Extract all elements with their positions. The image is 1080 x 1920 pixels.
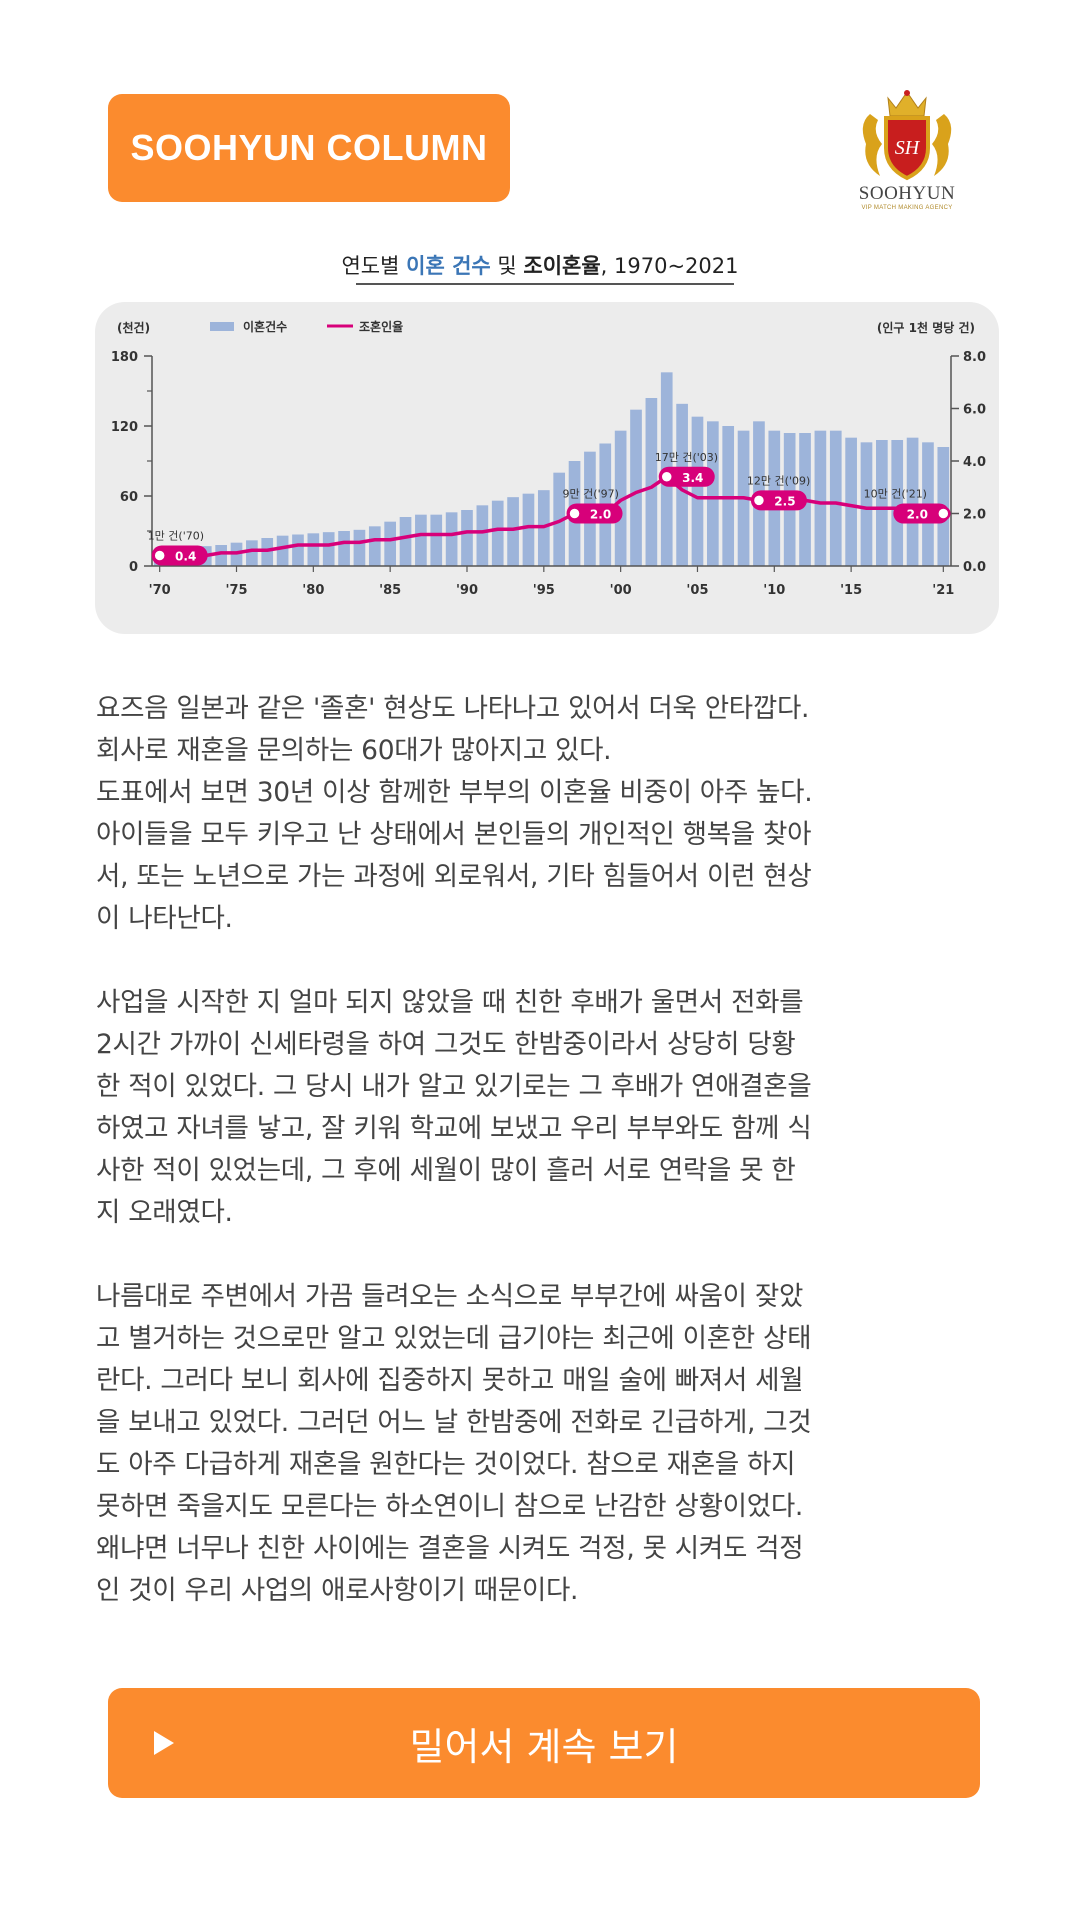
bar-2013 — [814, 430, 827, 566]
bar-1987 — [415, 514, 427, 566]
bar-1982 — [338, 531, 350, 566]
annotation-value-2021: 2.0 — [907, 508, 928, 522]
x-tick-label: '15 — [840, 583, 862, 598]
bar-1991 — [476, 505, 489, 566]
chart-title-strong: 조이혼율 — [523, 254, 601, 278]
y-left-tick-label: 120 — [111, 420, 138, 435]
bar-1984 — [368, 526, 381, 566]
left-axis-unit: (천건) — [117, 320, 150, 335]
bar-2017 — [876, 440, 888, 566]
annotation-pill-2003 — [658, 466, 715, 487]
annotation-value-1997: 2.0 — [590, 508, 611, 522]
bar-1985 — [384, 521, 397, 566]
legend-label-bar: 이혼건수 — [243, 319, 287, 334]
bar-1993 — [507, 497, 519, 566]
annotation-pill-2009 — [750, 490, 807, 511]
bar-1983 — [353, 529, 366, 566]
article-paragraph-1: 요즈음 일본과 같은 '졸혼' 현상도 나타나고 있어서 더욱 안타깝다. 회사… — [96, 693, 813, 934]
chart-title-accent: 이혼 건수 — [406, 254, 491, 278]
x-tick-label: '75 — [225, 583, 247, 598]
x-tick-label: '80 — [302, 583, 324, 598]
right-axis-unit: (인구 1천 명당 건) — [877, 320, 975, 335]
bar-1978 — [276, 535, 289, 566]
crest-icon: SH — [862, 90, 952, 181]
annotation-count-2021: 10만 건('21) — [864, 488, 927, 501]
article-paragraph-2: 사업을 시작한 지 얼마 되지 않았을 때 친한 후배가 울면서 전화를 2시간… — [96, 987, 812, 1228]
bar-2015 — [845, 437, 857, 566]
bar-2014 — [829, 430, 842, 566]
logo-tagline: VIP MATCH MAKING AGENCY — [861, 205, 953, 211]
annotation-pill-2021 — [893, 503, 950, 524]
annotation-value-2003: 3.4 — [682, 471, 703, 485]
article-paragraph-3: 나름대로 주변에서 가끔 들려오는 소식으로 부부간에 싸움이 잦았 고 별거하… — [96, 1281, 812, 1606]
legend-label-line: 조혼인율 — [359, 319, 403, 334]
divorce-chart: 0 60 120 180 0.0 2.0 4.0 6.0 8.0 '70 '75 '80 '85 '90 '… — [111, 319, 986, 598]
logo-monogram: SH — [895, 137, 921, 159]
x-tick-label: '21 — [932, 583, 954, 598]
bar-1974 — [215, 545, 227, 566]
y-left-tick-label: 180 — [111, 350, 138, 365]
annotation-pill-1970 — [151, 545, 208, 566]
bar-1996 — [553, 472, 566, 566]
legend-swatch-bar — [210, 322, 234, 331]
bar-1989 — [445, 512, 458, 566]
annotation-marker-1997 — [567, 506, 582, 521]
x-tick-label: '00 — [610, 583, 632, 598]
annotation-marker-2021 — [936, 506, 951, 521]
annotation-count-2003: 17만 건('03) — [655, 451, 718, 464]
annotation-value-2009: 2.5 — [774, 494, 795, 508]
annotation-marker-2009 — [751, 493, 767, 508]
annotation-marker-2003 — [659, 469, 674, 484]
annotation-count-1970: 1만 건('70) — [148, 530, 204, 543]
chart-title-underline — [356, 283, 734, 285]
bar-1994 — [522, 493, 535, 566]
y-right-tick-label: 2.0 — [963, 508, 986, 523]
chart-title-mid: 및 — [490, 254, 524, 278]
x-tick-label: '10 — [763, 583, 785, 598]
column-badge: SOOHYUN COLUMN — [108, 94, 510, 202]
bar-2005 — [691, 416, 704, 566]
bar-1992 — [491, 500, 504, 566]
x-tick-label: '95 — [533, 583, 555, 598]
bar-2000 — [614, 430, 627, 566]
play-icon — [154, 1731, 174, 1755]
bar-2019 — [906, 437, 919, 566]
y-right-tick-label: 8.0 — [963, 350, 986, 365]
y-right-tick-label: 0.0 — [963, 560, 986, 575]
chart-title-suffix: , 1970~2021 — [600, 254, 739, 278]
annotation-pill-1997 — [566, 503, 623, 524]
article-body: 요즈음 일본과 같은 '졸혼' 현상도 나타나고 있어서 더욱 안타깝다. 회사… — [96, 688, 986, 1654]
bar-2018 — [891, 440, 904, 566]
bar-1986 — [399, 517, 412, 566]
divorce-rate-line — [159, 475, 944, 558]
bar-1988 — [430, 514, 443, 566]
continue-reading-label: 밀어서 계속 보기 — [409, 1724, 679, 1769]
y-left-tick-label: 60 — [120, 490, 138, 505]
x-tick-label: '85 — [379, 583, 401, 598]
y-right-tick-label: 6.0 — [963, 403, 986, 418]
chart-title-prefix: 연도별 — [341, 254, 407, 278]
bar-2006 — [706, 421, 719, 566]
y-right-tick-label: 4.0 — [963, 455, 986, 470]
bar-1981 — [322, 532, 335, 566]
bar-2001 — [630, 409, 642, 566]
annotation-marker-1970 — [152, 548, 167, 563]
x-tick-label: '05 — [686, 583, 708, 598]
y-left-tick-label: 0 — [129, 560, 138, 575]
continue-reading-button[interactable]: 밀어서 계속 보기 — [108, 1688, 980, 1798]
bar-2016 — [860, 442, 873, 566]
x-tick-label: '70 — [149, 583, 171, 598]
annotation-count-2009: 12만 건('09) — [747, 474, 810, 487]
x-tick-label: '90 — [456, 583, 478, 598]
bar-1976 — [246, 540, 258, 566]
annotation-count-1997: 9만 건('97) — [563, 488, 619, 501]
bar-1990 — [461, 510, 473, 566]
soohyun-logo: SH — [852, 84, 962, 214]
logo-name: SOOHYUN — [858, 183, 956, 204]
chart-title: 연도별 이혼 건수 및 조이혼율, 1970~2021 — [0, 250, 1080, 280]
annotation-value-1970: 0.4 — [175, 550, 196, 564]
bar-1979 — [292, 534, 304, 566]
bar-2002 — [645, 398, 658, 566]
bar-1980 — [307, 533, 320, 566]
